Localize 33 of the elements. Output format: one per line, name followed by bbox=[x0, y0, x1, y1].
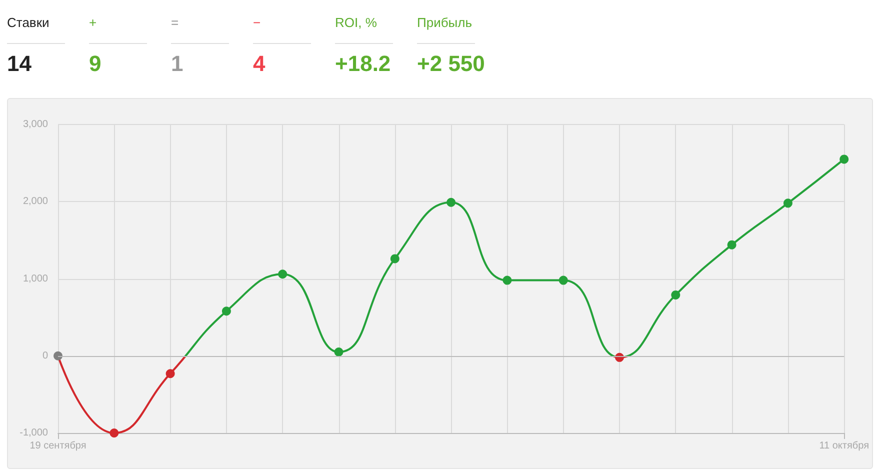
text: +18.2 bbox=[335, 51, 391, 76]
point bbox=[671, 290, 680, 300]
point bbox=[783, 198, 792, 208]
point bbox=[166, 369, 175, 378]
y-tick-label: 0 bbox=[42, 350, 48, 362]
text: 9 bbox=[89, 51, 102, 76]
text: 4 bbox=[253, 51, 266, 76]
text: 1 bbox=[171, 51, 184, 76]
point bbox=[390, 254, 400, 264]
y-tick-label: 3,000 bbox=[22, 119, 48, 130]
category-label: Прибыль bbox=[417, 15, 472, 30]
category-label: + bbox=[89, 15, 97, 30]
point bbox=[222, 306, 231, 316]
point bbox=[558, 276, 568, 285]
point bbox=[110, 428, 119, 438]
point bbox=[54, 351, 62, 360]
category-label: = bbox=[171, 15, 179, 30]
point bbox=[278, 270, 288, 279]
point bbox=[502, 276, 512, 285]
y-tick-label: 1,000 bbox=[22, 273, 48, 284]
point bbox=[840, 154, 849, 164]
y-tick-label: 2,000 bbox=[22, 196, 48, 208]
category-label: − bbox=[253, 15, 261, 30]
category-label: ROI, % bbox=[335, 15, 377, 30]
text: 14 bbox=[7, 51, 32, 76]
point bbox=[446, 198, 456, 207]
x-tick-label: 11 октября bbox=[819, 440, 869, 452]
point bbox=[727, 240, 736, 250]
text: +2 550 bbox=[417, 51, 485, 76]
category-label: Ставки bbox=[7, 15, 50, 30]
point bbox=[334, 348, 344, 357]
x-tick-label: 19 сентября bbox=[30, 440, 86, 452]
y-tick-label: -1,000 bbox=[20, 428, 48, 438]
